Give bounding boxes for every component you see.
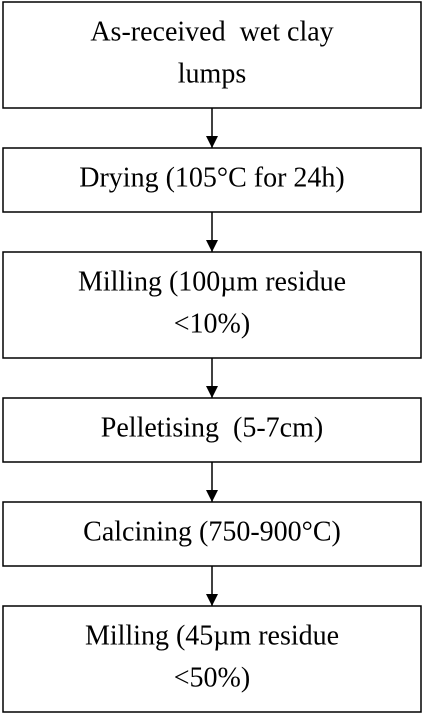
box-label: Milling (45µm residue [85, 620, 339, 651]
box-label: Drying (105°C for 24h) [79, 162, 345, 193]
process-box [2, 605, 422, 713]
box-label: Calcining (750-900°C) [83, 516, 341, 547]
box-label: Milling (100µm residue [78, 266, 346, 297]
box-label: <50%) [174, 662, 250, 693]
process-box [2, 1, 422, 109]
box-label: <10%) [174, 308, 250, 339]
process-box [2, 251, 422, 359]
process-box [2, 501, 422, 567]
process-box [2, 147, 422, 213]
box-label: Pelletising (5-7cm) [101, 412, 323, 443]
box-label: As-received wet clay [90, 16, 333, 47]
box-label: lumps [178, 58, 246, 89]
